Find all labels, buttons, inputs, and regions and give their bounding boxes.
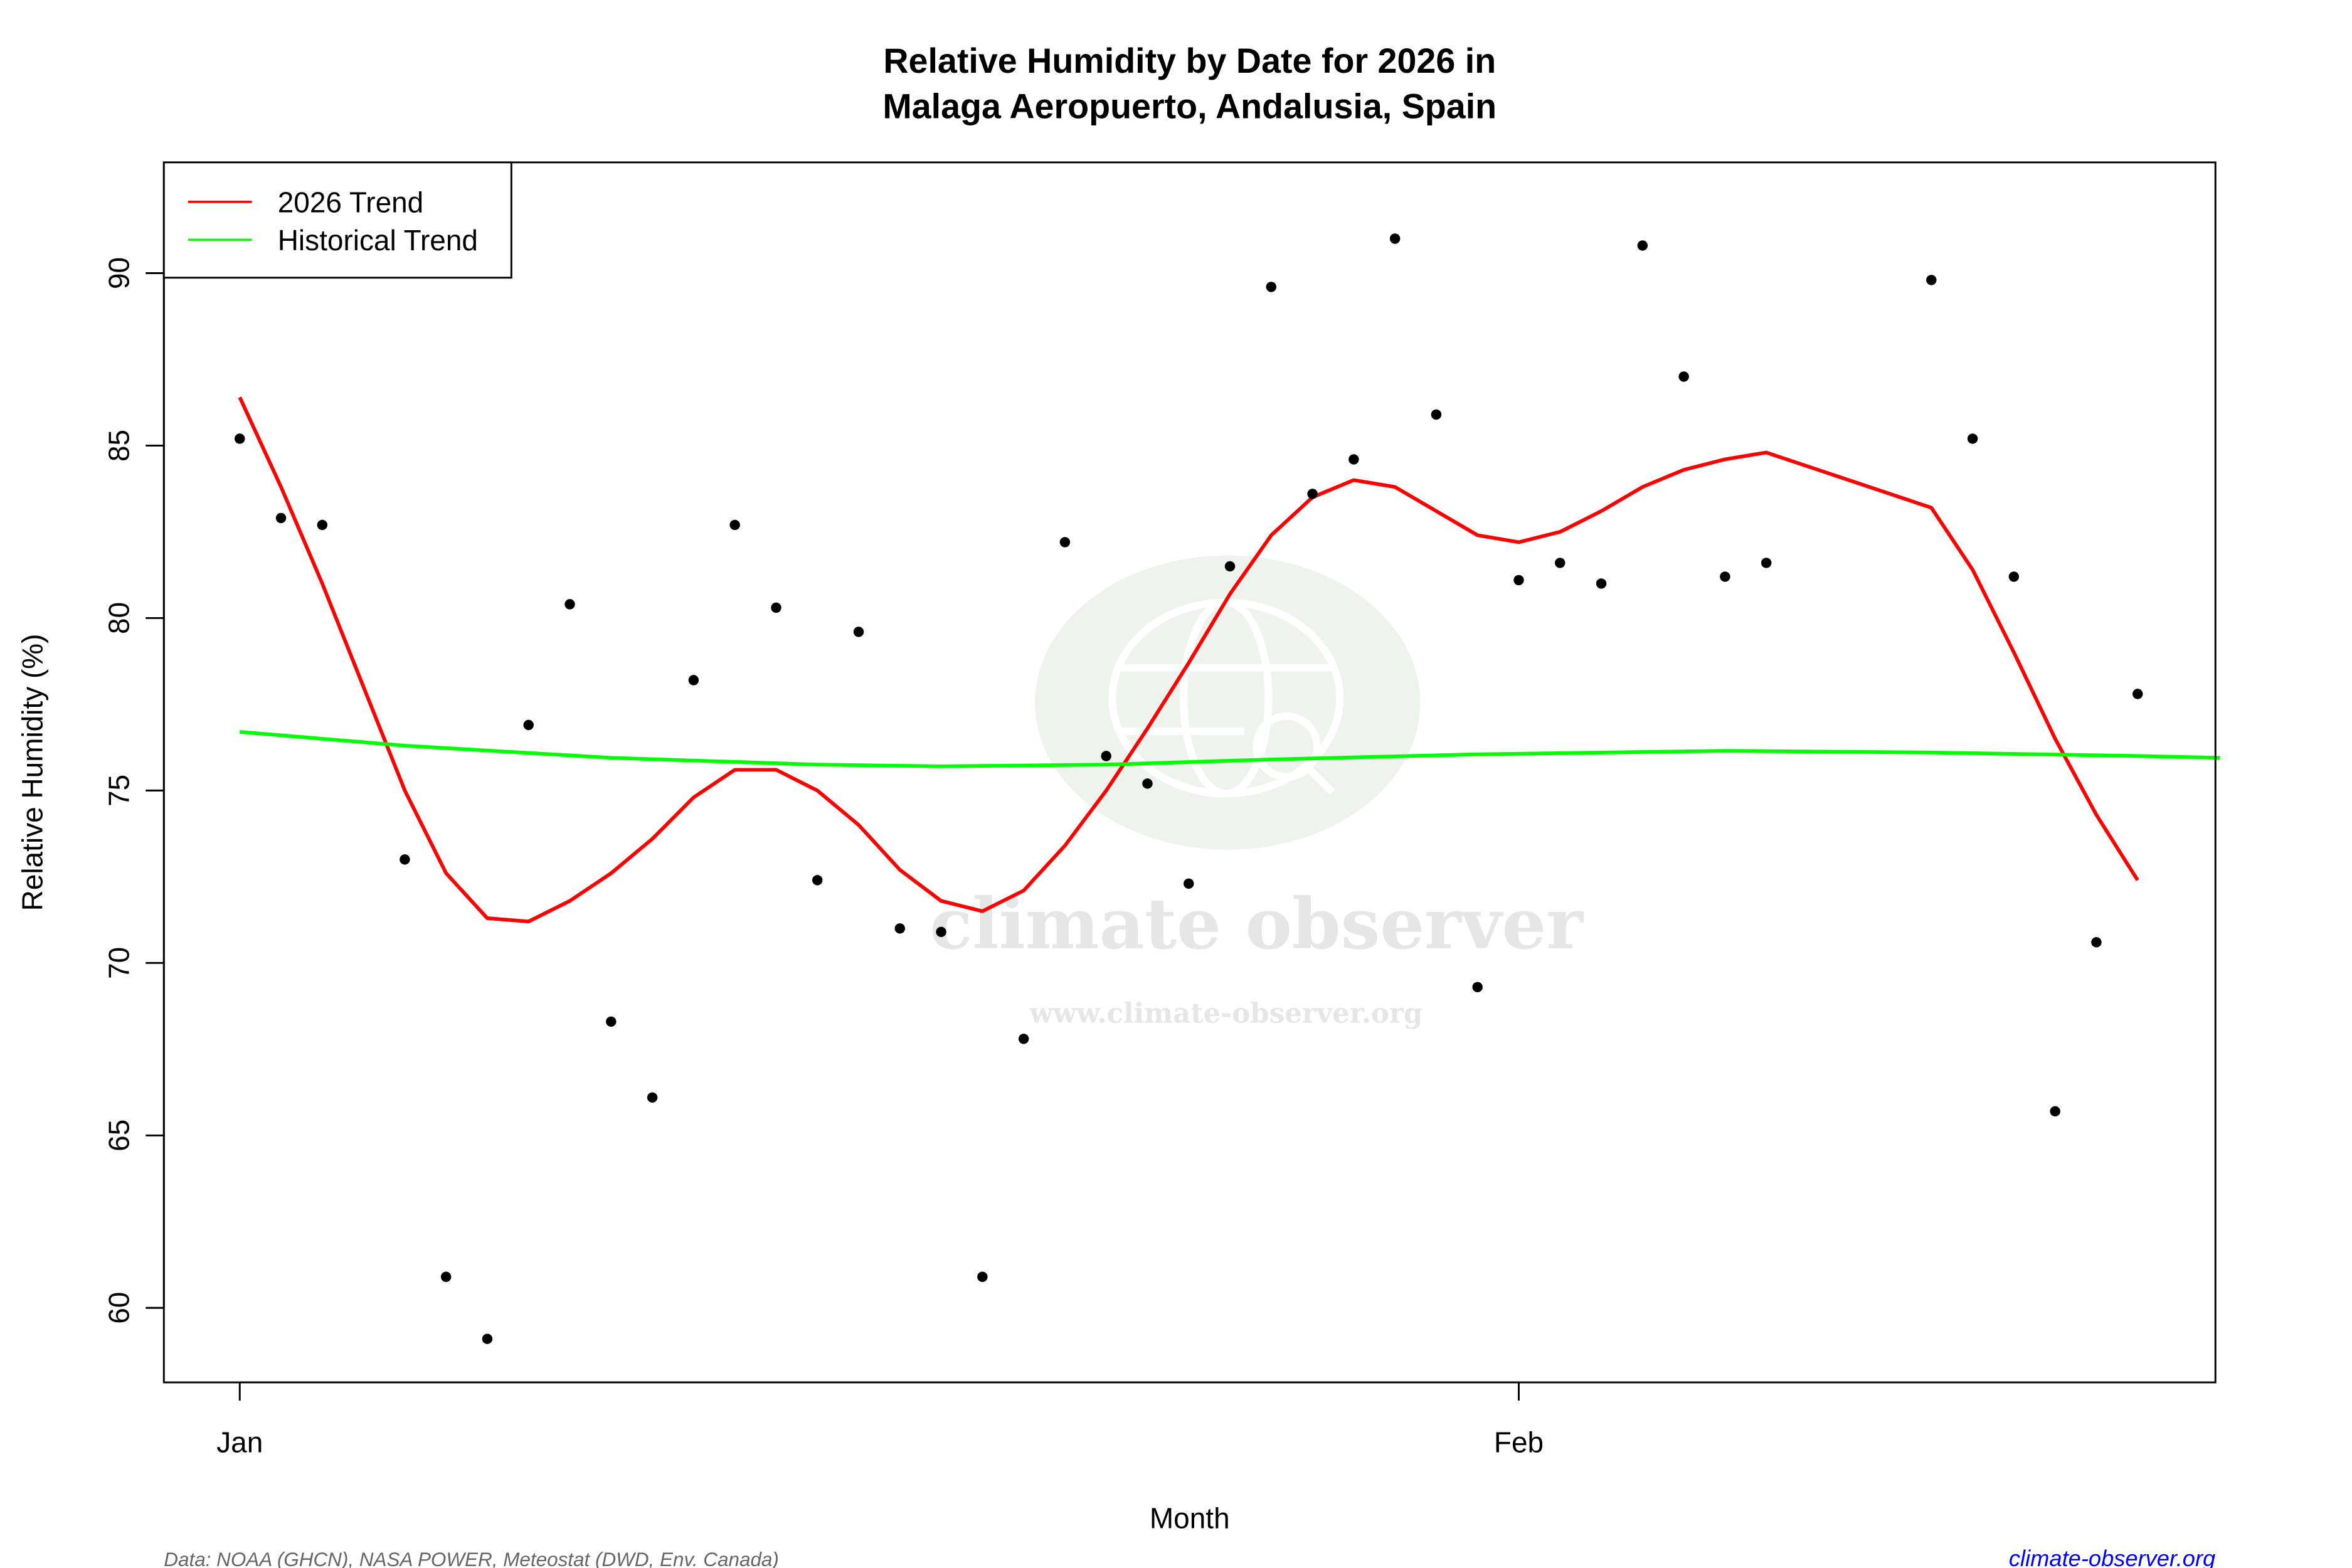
data-point <box>2091 937 2102 948</box>
data-point <box>400 854 410 865</box>
data-point <box>1307 489 1318 499</box>
data-point <box>1720 571 1730 582</box>
data-point <box>1266 282 1277 292</box>
data-point <box>235 433 245 444</box>
data-point <box>1513 575 1524 586</box>
footer-source: Data: NOAA (GHCN), NASA POWER, Meteostat… <box>164 1549 779 1568</box>
data-point <box>1018 1034 1029 1044</box>
watermark: climate observer www.climate-observer.or… <box>930 555 1584 1030</box>
data-point <box>2050 1106 2060 1117</box>
data-point <box>894 923 905 934</box>
data-point <box>317 519 328 531</box>
data-point <box>977 1271 988 1282</box>
data-point <box>771 602 781 613</box>
data-point <box>1678 371 1689 382</box>
data-point <box>523 719 534 731</box>
data-point <box>936 926 946 938</box>
data-point <box>1184 878 1194 889</box>
data-point <box>2132 689 2143 699</box>
data-point <box>1555 558 1565 568</box>
y-tick-label: 90 <box>103 257 135 289</box>
legend: 2026 Trend Historical Trend <box>162 161 512 279</box>
data-point <box>482 1333 493 1344</box>
data-point <box>1059 537 1071 548</box>
observation-points <box>235 233 2143 1344</box>
legend-box <box>162 161 512 279</box>
y-tick-label: 65 <box>103 1120 135 1152</box>
trend-lines <box>238 396 2220 924</box>
data-point <box>688 675 699 686</box>
watermark-globe-icon <box>1035 555 1421 850</box>
y-axis-label: Relative Humidity (%) <box>16 634 49 911</box>
chart-subtitle: Malaga Aeropuerto, Andalusia, Spain <box>882 87 1496 126</box>
chart-title: Relative Humidity by Date for 2026 in <box>883 41 1496 80</box>
data-point <box>1142 778 1153 789</box>
data-point <box>1926 275 1937 285</box>
x-axis: Jan Feb <box>216 1381 1544 1458</box>
y-tick-label: 70 <box>103 947 135 979</box>
footer-site-link[interactable]: climate-observer.org <box>2009 1545 2215 1568</box>
data-point <box>275 512 287 524</box>
trend-line-2026 <box>238 396 2139 924</box>
y-tick-label: 60 <box>103 1292 135 1324</box>
data-point <box>1348 454 1359 465</box>
data-point <box>1761 558 1772 568</box>
data-point <box>440 1271 452 1282</box>
legend-label-historical-trend: Historical Trend <box>278 224 478 257</box>
plot-frame <box>162 161 2217 1384</box>
data-point <box>1389 233 1401 244</box>
x-tick-label: Jan <box>216 1426 263 1458</box>
data-point <box>1431 409 1442 420</box>
x-axis-label: Month <box>1150 1502 1230 1534</box>
data-point <box>1596 578 1607 589</box>
data-point <box>2008 571 2020 582</box>
watermark-url: www.climate-observer.org <box>1029 998 1422 1030</box>
data-point <box>1101 751 1111 761</box>
legend-label-2026-trend: 2026 Trend <box>278 186 424 219</box>
data-point <box>812 875 823 886</box>
trend-line-historical <box>240 729 2220 768</box>
data-point <box>729 519 740 531</box>
data-point <box>1224 561 1236 572</box>
y-axis: 60 65 70 75 80 85 90 <box>103 257 165 1324</box>
data-point <box>853 627 864 637</box>
y-tick-label: 80 <box>103 602 135 634</box>
y-tick-label: 85 <box>103 430 135 462</box>
y-tick-label: 75 <box>103 775 135 807</box>
data-point <box>1967 433 1978 444</box>
watermark-brand: climate observer <box>930 884 1584 965</box>
data-point <box>564 599 575 610</box>
data-point <box>1637 240 1648 251</box>
data-point <box>606 1016 617 1027</box>
x-tick-label: Feb <box>1494 1426 1544 1458</box>
data-point <box>647 1092 658 1103</box>
data-point <box>1472 982 1483 993</box>
